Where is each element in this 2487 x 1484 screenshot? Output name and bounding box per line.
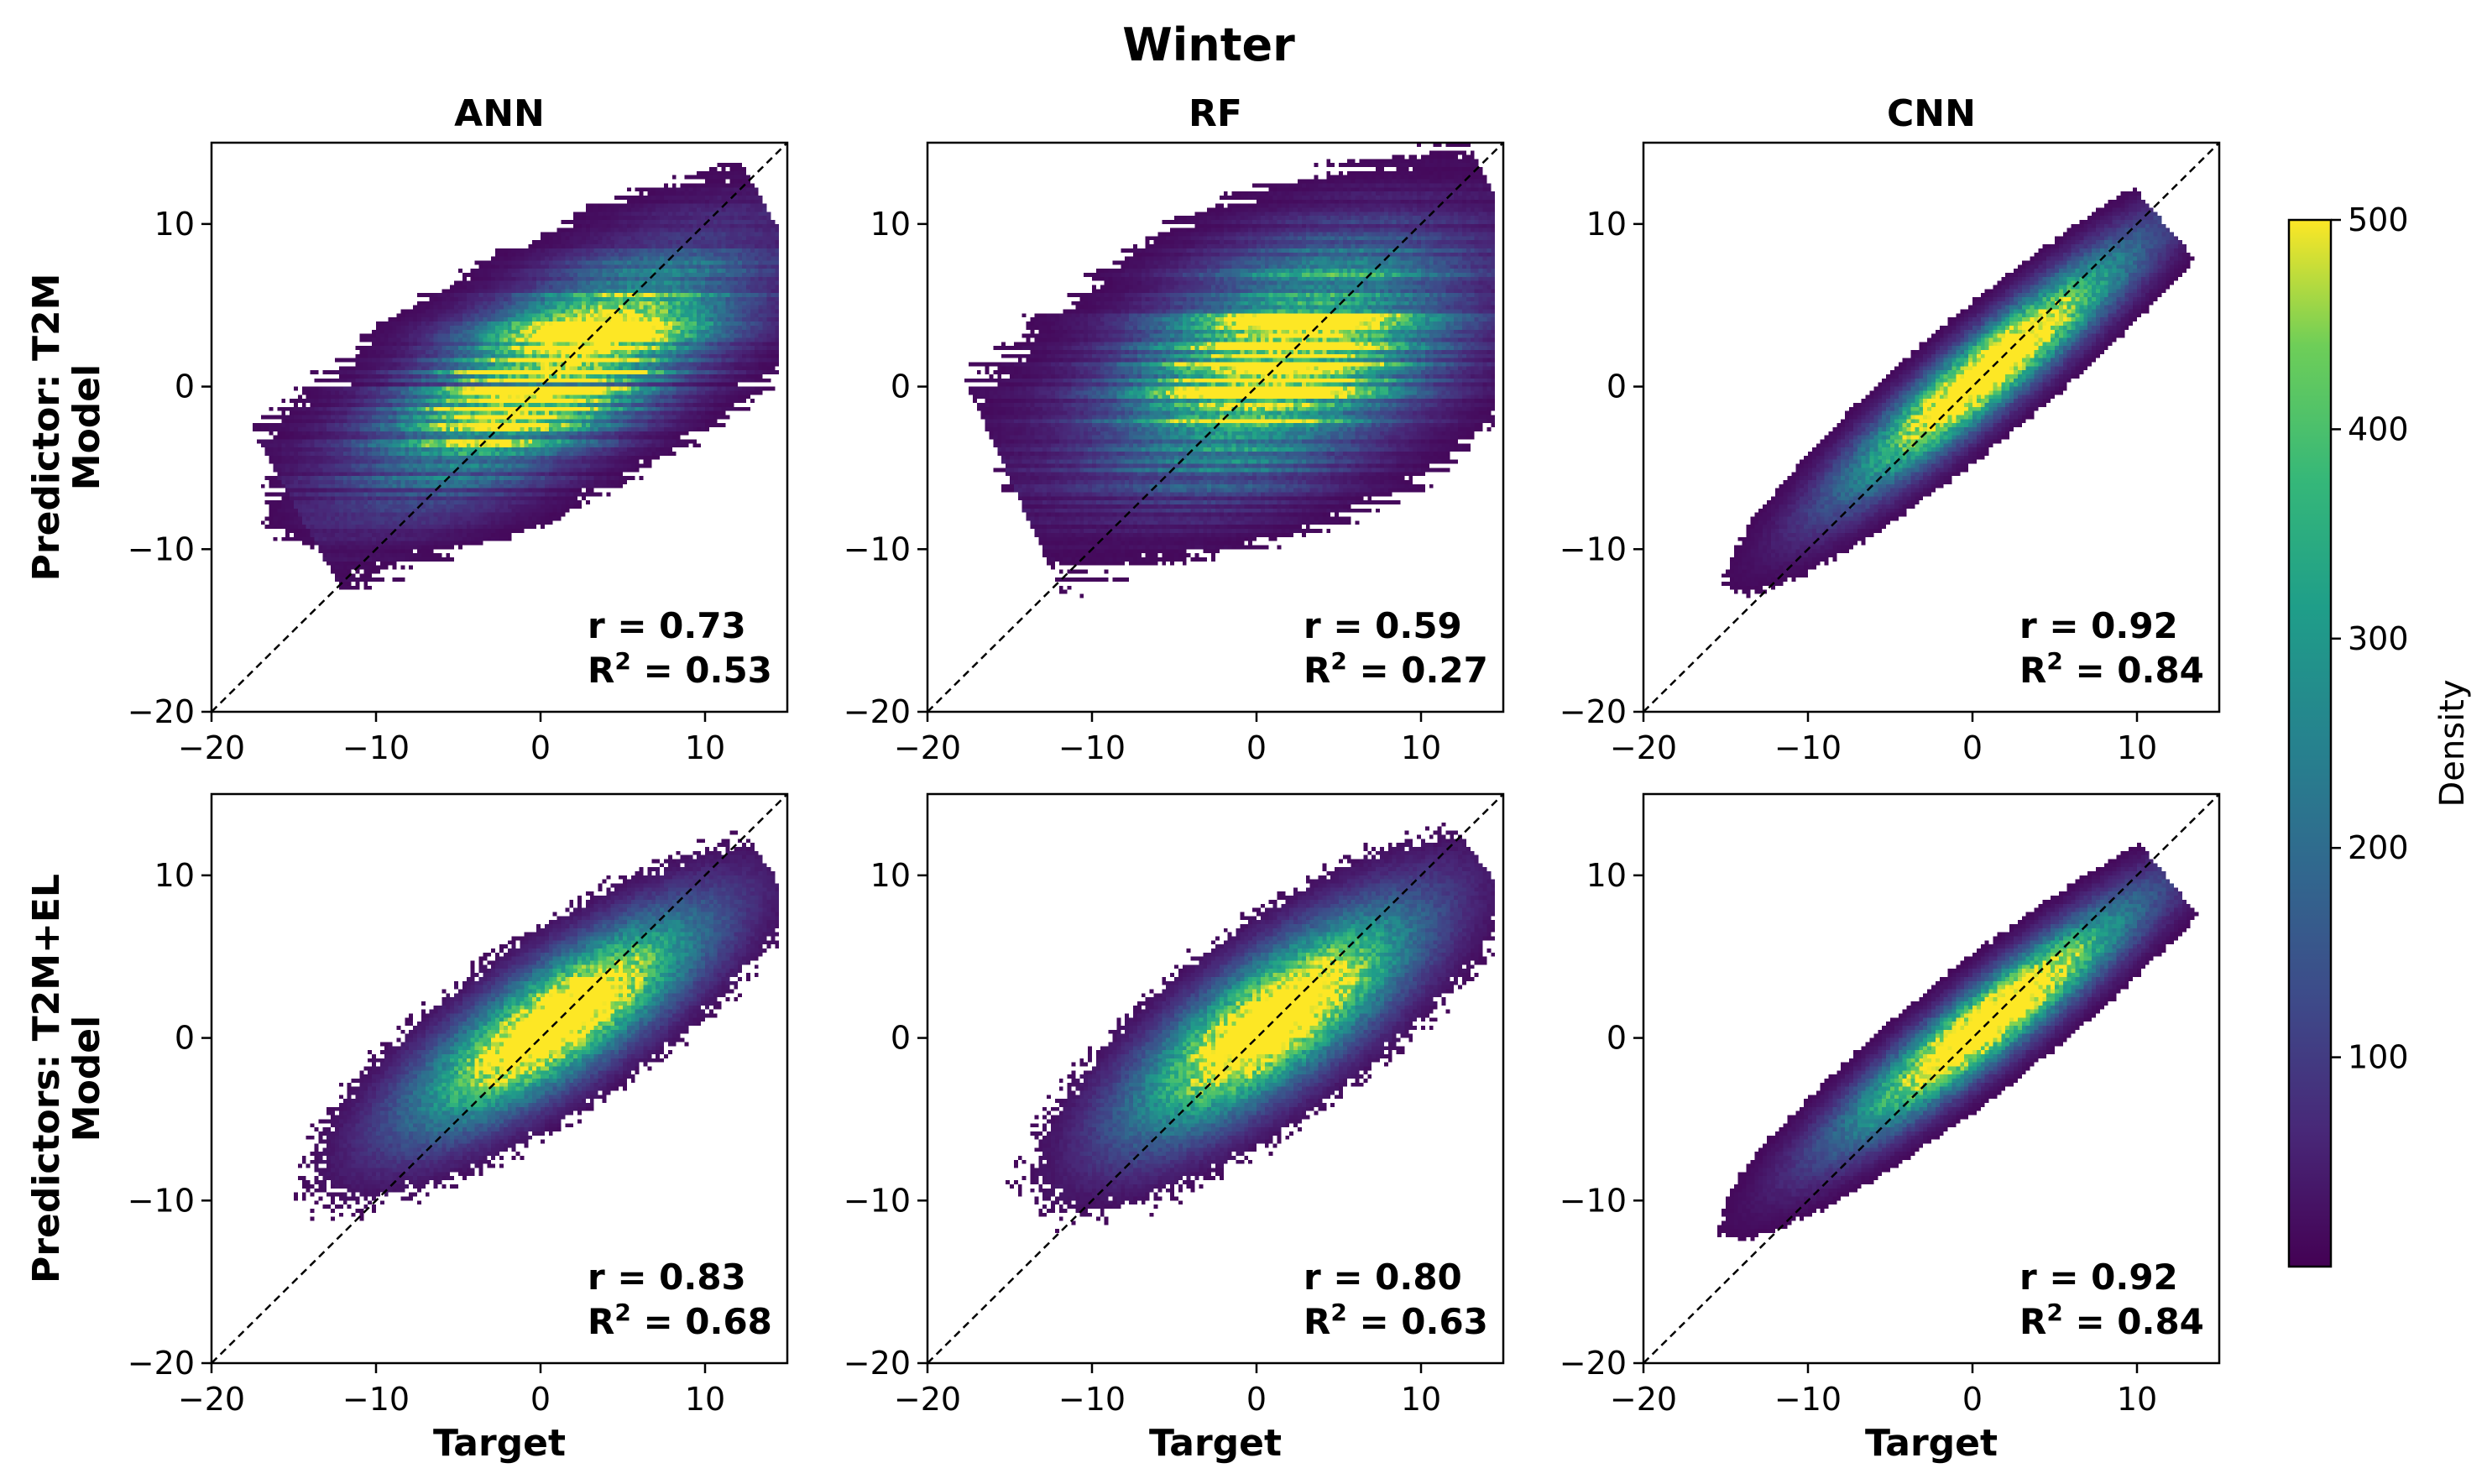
axes-frame [210,141,789,713]
axes-frame [210,792,789,1365]
x-tick-label: 0 [1962,729,1983,766]
one-to-one-line [927,794,1503,1363]
axes-frame [926,141,1505,713]
r-value: r = 0.59 [1304,605,1462,646]
r-squared-value: R2 = 0.68 [588,1298,772,1342]
x-axis-label: Target [433,1422,566,1465]
y-tick-label: −20 [844,1345,911,1382]
row-label-predictor: Predictor: T2M [25,274,68,582]
x-tick-label: 10 [685,1381,725,1418]
x-tick-label: −10 [1774,1381,1842,1418]
y-tick-label: 0 [1607,1020,1627,1057]
x-tick-label: −20 [1610,729,1677,766]
colorbar-gradient [2287,218,2333,1268]
y-tick-label: 0 [891,368,911,405]
r-value: r = 0.73 [588,605,746,646]
x-tick-label: −20 [894,729,961,766]
row-label-predictor: Predictors: T2M+EL [25,874,68,1283]
y-tick-label: −10 [844,530,911,567]
x-tick-label: −10 [1058,729,1126,766]
y-tick-label: −10 [1560,530,1627,567]
r-squared-value: R2 = 0.84 [2019,647,2204,691]
x-tick-label: −10 [1774,729,1842,766]
x-tick-label: −10 [342,1381,410,1418]
y-tick-label: 10 [870,206,911,243]
r-squared-value: R2 = 0.63 [1304,1298,1488,1342]
x-tick-label: 10 [685,729,725,766]
figure-title: Winter [1122,18,1295,71]
colorbar-tick-label: 200 [2348,829,2409,866]
x-tick-label: 0 [530,1381,551,1418]
y-tick-label: 10 [870,857,911,894]
y-tick-label: 10 [154,857,195,894]
y-tick-label: −20 [1560,1345,1627,1382]
r-value: r = 0.92 [2019,1257,2178,1298]
y-tick-label: 0 [891,1020,911,1057]
y-tick-label: 0 [175,368,195,405]
x-tick-label: 0 [1246,729,1267,766]
r-squared-value: R2 = 0.84 [2019,1298,2204,1342]
row-label-model: Model [65,364,108,490]
panel-ann-row2: −20 −10 0 10 −20 −10 0 10 Target Predictors: T2M+… [25,792,789,1465]
colorbar-label: Density [2433,679,2472,807]
x-tick-label: 0 [1962,1381,1983,1418]
x-tick-label: 10 [1401,1381,1441,1418]
x-tick-label: −20 [178,1381,245,1418]
y-tick-label: −20 [128,1345,195,1382]
colorbar-tick-label: 400 [2348,410,2409,447]
colorbar-tick-label: 500 [2348,201,2409,238]
r-value: r = 0.80 [1304,1257,1462,1298]
one-to-one-line [927,143,1503,712]
x-tick-label: 0 [1246,1381,1267,1418]
column-title: CNN [1887,92,1976,135]
x-tick-label: 10 [2117,729,2157,766]
y-tick-label: −10 [1560,1182,1627,1219]
colorbar-tick-label: 100 [2348,1039,2409,1076]
axes-frame [1642,792,2221,1365]
one-to-one-line [212,143,787,712]
colorbar: 100 200 300 400 500 Density [2287,201,2472,1268]
y-tick-label: 0 [175,1020,195,1057]
r-value: r = 0.92 [2019,605,2178,646]
x-tick-label: 10 [1401,729,1441,766]
y-tick-label: 10 [154,206,195,243]
y-tick-label: −10 [128,1182,195,1219]
y-tick-label: −20 [128,693,195,730]
y-tick-label: 10 [1586,206,1627,243]
one-to-one-line [1643,794,2219,1363]
axes-frame [926,792,1505,1365]
column-title: ANN [454,92,545,135]
r-value: r = 0.83 [588,1257,746,1298]
one-to-one-line [212,794,787,1363]
x-tick-label: 0 [530,729,551,766]
axes-frame [1642,141,2221,713]
y-tick-label: −10 [128,530,195,567]
y-tick-label: −10 [844,1182,911,1219]
r-squared-value: R2 = 0.27 [1304,647,1488,691]
x-axis-label: Target [1149,1422,1282,1465]
x-tick-label: −20 [894,1381,961,1418]
x-tick-label: −10 [342,729,410,766]
y-tick-label: −20 [1560,693,1627,730]
row-label-model: Model [65,1016,108,1142]
x-axis-label: Target [1865,1422,1998,1465]
y-tick-label: 10 [1586,857,1627,894]
one-to-one-line [1643,143,2219,712]
x-tick-label: −20 [1610,1381,1677,1418]
x-tick-label: −20 [178,729,245,766]
x-tick-label: 10 [2117,1381,2157,1418]
r-squared-value: R2 = 0.53 [588,647,772,691]
column-title: RF [1189,92,1242,135]
panel-ann-row1: −20 −10 0 10 −20 −10 0 10 ANN Predictor: T2MModel… [25,92,789,766]
colorbar-tick-label: 300 [2348,620,2409,657]
x-tick-label: −10 [1058,1381,1126,1418]
y-tick-label: −20 [844,693,911,730]
y-tick-label: 0 [1607,368,1627,405]
